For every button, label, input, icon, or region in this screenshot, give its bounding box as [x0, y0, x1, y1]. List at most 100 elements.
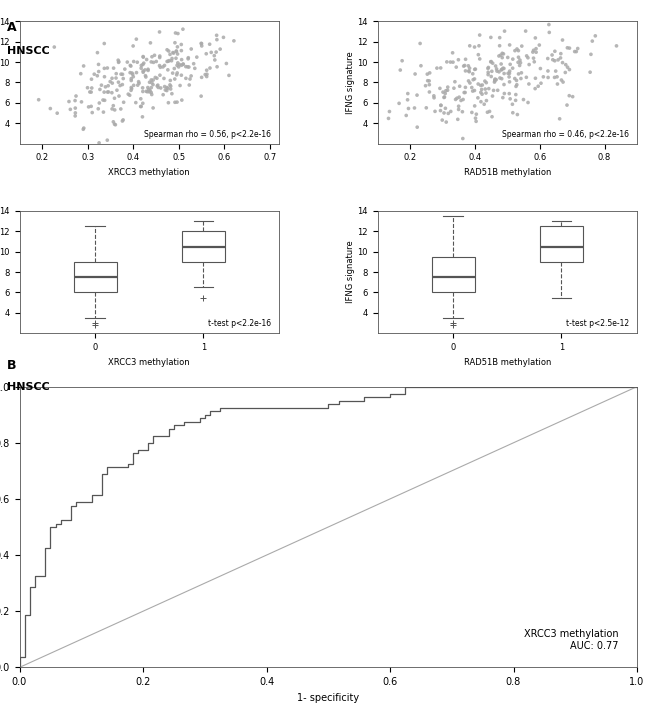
Point [514, 68, 524, 80]
Point [142, 54, 152, 65]
Point [491, 63, 502, 75]
Point [79, 122, 89, 133]
Point [515, 55, 525, 66]
Point [422, 75, 433, 87]
Point [200, 69, 211, 80]
Point [521, 50, 532, 62]
Point [86, 82, 97, 94]
Point [416, 60, 426, 72]
Point [432, 62, 442, 74]
Point [125, 89, 135, 101]
Point [89, 68, 99, 80]
Point [164, 45, 174, 57]
Point [163, 55, 174, 67]
Point [178, 58, 188, 70]
Point [202, 65, 212, 76]
Point [482, 106, 493, 118]
Point [176, 54, 187, 65]
Point [440, 88, 450, 99]
Point [486, 71, 497, 82]
Point [206, 47, 216, 58]
Point [164, 80, 175, 91]
Point [495, 40, 505, 51]
Point [557, 34, 567, 45]
Point [481, 87, 491, 99]
Point [564, 90, 575, 102]
Point [452, 92, 462, 104]
Point [138, 51, 148, 62]
Point [138, 67, 148, 78]
Point [473, 92, 483, 104]
Point [146, 89, 157, 100]
Point [158, 89, 168, 100]
Point [162, 64, 173, 75]
Point [141, 86, 151, 97]
Point [395, 65, 406, 76]
Point [162, 44, 172, 55]
Point [136, 60, 146, 71]
Point [184, 80, 194, 91]
Point [488, 90, 498, 102]
Point [87, 107, 98, 119]
Point [473, 49, 484, 60]
Point [211, 30, 222, 41]
Point [118, 69, 128, 80]
Point [483, 62, 493, 73]
Point [201, 48, 211, 60]
Point [571, 46, 582, 58]
Point [489, 75, 500, 86]
Point [555, 53, 566, 64]
Point [535, 63, 545, 75]
Point [109, 119, 120, 130]
Point [113, 57, 124, 68]
Point [202, 69, 212, 80]
Point [422, 68, 432, 80]
Point [511, 89, 521, 100]
Point [166, 80, 176, 92]
Point [394, 98, 404, 109]
Point [510, 45, 520, 56]
Point [83, 102, 94, 113]
Point [131, 67, 142, 78]
Point [517, 40, 527, 52]
Point [476, 84, 487, 95]
Point [138, 58, 149, 69]
Point [424, 87, 435, 98]
Point [83, 82, 93, 94]
Point [534, 39, 545, 50]
Text: t-test p<2.2e-16: t-test p<2.2e-16 [208, 320, 271, 329]
Point [529, 56, 539, 67]
Point [493, 84, 503, 96]
Point [586, 49, 596, 60]
Point [463, 75, 474, 87]
Point [538, 71, 549, 82]
Point [473, 78, 484, 89]
Point [469, 64, 480, 75]
Point [64, 96, 74, 107]
Point [401, 110, 411, 121]
Point [513, 57, 523, 68]
Point [148, 75, 159, 86]
Point [133, 80, 143, 91]
Point [94, 97, 105, 109]
Point [150, 50, 160, 61]
Point [508, 62, 518, 74]
Point [499, 68, 510, 80]
Point [550, 45, 560, 57]
Point [70, 95, 80, 106]
Point [96, 80, 107, 91]
Point [547, 49, 557, 60]
Point [111, 68, 122, 80]
Point [567, 91, 578, 102]
Point [569, 46, 580, 58]
Point [554, 113, 565, 124]
Point [498, 62, 508, 74]
Point [531, 47, 541, 58]
Point [84, 87, 95, 98]
X-axis label: XRCC3 methylation: XRCC3 methylation [109, 358, 190, 366]
Point [116, 103, 126, 114]
Point [99, 38, 109, 49]
Point [162, 82, 172, 93]
Bar [540, 226, 583, 262]
Point [160, 84, 170, 96]
